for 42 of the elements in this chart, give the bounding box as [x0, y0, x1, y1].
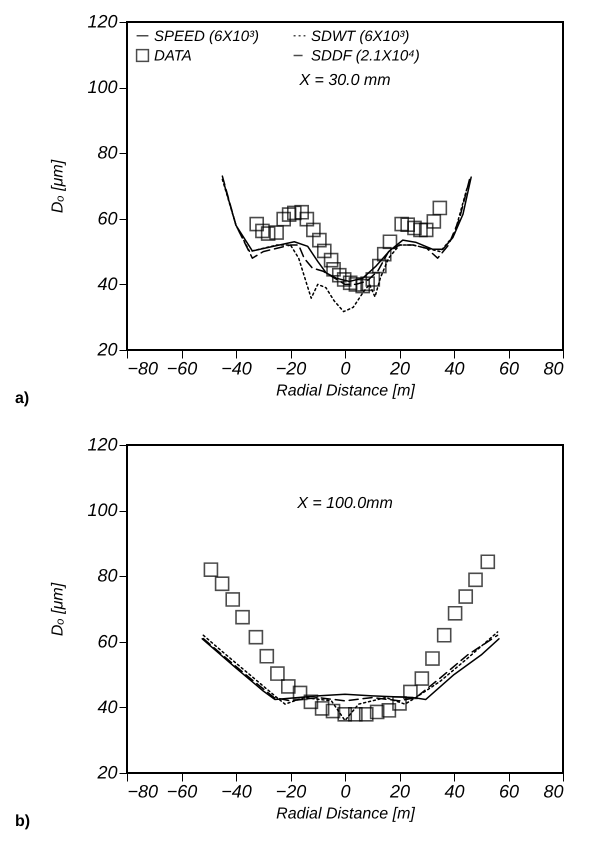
y-tick-label: 120 [87, 12, 118, 32]
y-axis-title: Dₒ [μm] [49, 582, 66, 636]
text: a) [15, 390, 30, 407]
y-axis-title: Dₒ [μm] [49, 159, 66, 214]
x-tick-label: −40 [221, 358, 252, 378]
x-tick-label: 0 [340, 358, 351, 378]
x-tick-label: 80 [543, 358, 564, 378]
legend-label: SDDF (2.1X10⁴) [311, 48, 420, 64]
legend-label: SPEED (6X10³) [154, 28, 260, 45]
x-tick-label: 60 [498, 782, 520, 802]
annotation: X = 100.0mm [296, 495, 393, 512]
y-tick-label: 20 [96, 762, 118, 782]
annotation: X = 30.0 mm [298, 72, 391, 89]
x-tick-label: 20 [388, 358, 410, 378]
legend-label: SDWT (6X10³) [311, 28, 410, 45]
legend-label: DATA [154, 48, 192, 64]
x-tick-label: −60 [166, 782, 198, 802]
x-tick-label: 0 [340, 782, 351, 802]
x-axis-title: Radial Distance [m] [276, 382, 416, 400]
x-tick-label: −60 [166, 358, 198, 378]
x-tick-label: 40 [444, 358, 465, 378]
x-tick-label: −20 [276, 358, 306, 378]
x-tick-label: −80 [128, 358, 158, 378]
x-tick-label: 40 [444, 782, 465, 802]
y-tick-label: 80 [97, 142, 118, 163]
x-tick-label: −40 [221, 782, 252, 802]
y-tick-label: 100 [87, 500, 118, 520]
y-tick-label: 40 [97, 696, 118, 717]
x-tick-label: 20 [388, 782, 410, 802]
y-tick-label: 60 [97, 631, 118, 652]
x-tick-label: −80 [128, 782, 158, 802]
y-tick-label: 120 [87, 434, 118, 454]
x-tick-label: 60 [498, 358, 520, 378]
y-tick-label: 60 [97, 208, 118, 228]
y-tick-label: 40 [97, 274, 118, 294]
y-tick-label: 80 [97, 566, 118, 586]
text: b) [15, 813, 30, 830]
x-axis-title: Radial Distance [m] [276, 806, 416, 822]
y-tick-label: 100 [87, 77, 118, 98]
x-tick-label: 80 [543, 782, 564, 802]
x-tick-label: −20 [276, 782, 306, 802]
y-tick-label: 20 [96, 340, 118, 360]
